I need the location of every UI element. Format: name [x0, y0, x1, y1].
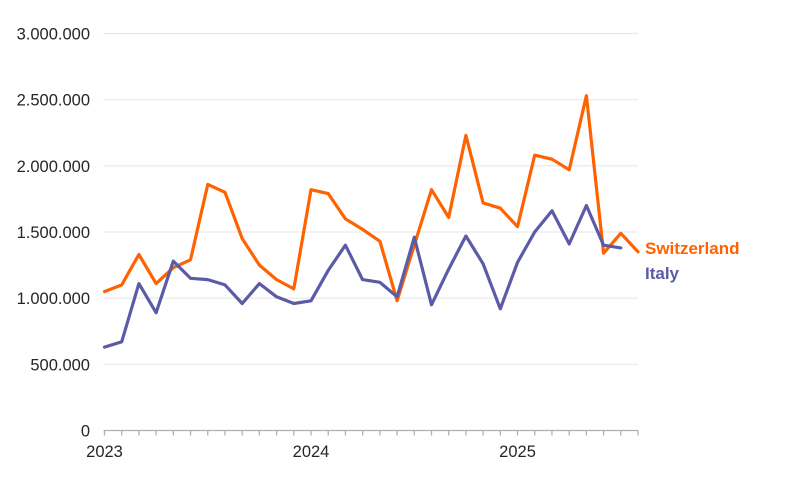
y-axis-labels: 0 500.000 1.000.000 1.500.000 2.000.000 2.500… [17, 26, 90, 441]
series-label-italy: Italy [645, 264, 680, 283]
series-line-switzerland [102, 94, 640, 303]
series-label-switzerland: Switzerland [645, 239, 739, 258]
x-axis-year-label: 2023 [86, 443, 123, 461]
y-axis-tick-label: 2.000.000 [17, 158, 90, 176]
x-axis-year-label: 2024 [293, 443, 330, 461]
y-axis-tick-label: 0 [81, 423, 90, 441]
series-line-italy [102, 203, 623, 349]
x-axis [103, 430, 639, 436]
x-axis-year-label: 2025 [499, 443, 536, 461]
y-axis-tick-label: 1.500.000 [17, 224, 90, 242]
y-axis-tick-label: 1.000.000 [17, 290, 90, 308]
y-axis-tick-label: 3.000.000 [17, 26, 90, 44]
series-lines [102, 94, 640, 349]
y-gridlines [103, 32, 638, 432]
x-axis-year-labels: 2023 2024 2025 [86, 443, 536, 461]
series-end-labels: Switzerland Italy [645, 239, 739, 283]
y-axis-tick-label: 500.000 [30, 356, 90, 374]
y-axis-tick-label: 2.500.000 [17, 92, 90, 110]
